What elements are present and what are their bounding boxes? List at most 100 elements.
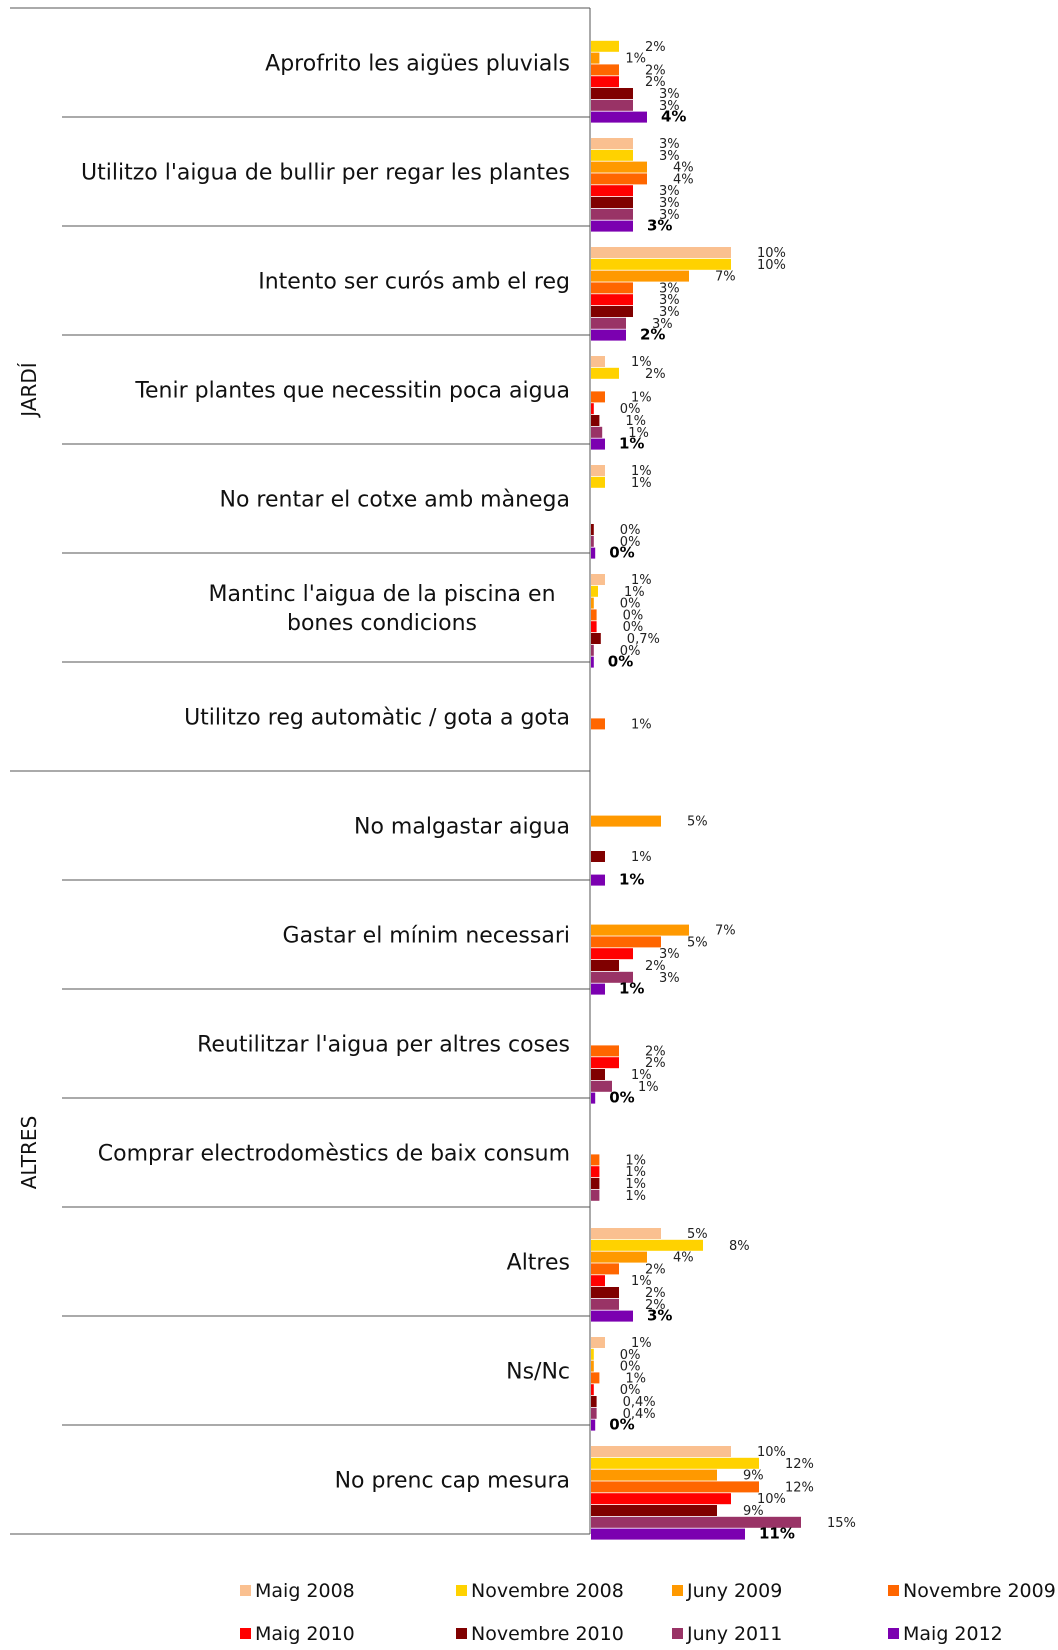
value-label: 9% [743,1504,764,1519]
value-label: 1% [631,390,652,405]
bar [591,1516,801,1528]
value-label: 2% [645,1044,666,1059]
value-label: 1% [631,1336,652,1351]
bar [591,149,633,161]
bar [591,1287,619,1298]
bar [591,173,647,185]
value-label: 1% [631,1274,652,1289]
category-label: Comprar electrodomèstics de baix consum [98,1142,570,1167]
value-label: 0% [620,1348,641,1363]
value-label: 3% [647,1307,672,1325]
value-label: 0,4% [623,1395,656,1410]
legend-swatch [672,1628,683,1639]
value-label: 0% [623,620,644,635]
value-label: 2% [645,1298,666,1313]
group-label: ALTRES [17,1116,41,1190]
value-label: 1% [619,435,644,453]
value-label: 1% [638,1080,659,1095]
category-label: No rentar el cotxe amb mànega [220,488,571,513]
value-label: 1% [625,1153,646,1168]
bar [591,1348,594,1360]
value-label: 0% [620,523,641,538]
category-label: Aprofrito les aigües pluvials [265,52,570,77]
legend-label: Novembre 2009 [903,1580,1056,1602]
value-label: 2% [640,326,665,344]
value-label: 7% [715,270,736,285]
value-label: 1% [625,1189,646,1204]
value-label: 7% [715,924,736,939]
bar [591,851,605,862]
legend-swatch [672,1585,683,1596]
bar [591,621,597,633]
legend-label: Novembre 2010 [471,1623,624,1645]
bar [591,1251,647,1263]
bar [591,64,619,76]
value-label: 4% [661,108,686,126]
category-label: Altres [507,1251,570,1276]
bar [591,1045,619,1057]
value-label: 0% [620,1360,641,1375]
value-label: 8% [729,1239,750,1254]
bar [591,633,601,644]
bar [591,208,633,220]
category-label: Ns/Nc [506,1360,570,1385]
value-label: 1% [619,871,644,889]
category-label: Gastar el mínim necessari [283,924,570,949]
bar [591,547,596,559]
bar [591,1189,600,1201]
value-label: 11% [759,1525,795,1543]
value-label: 0% [609,1416,634,1434]
bar [591,1528,745,1540]
value-label: 1% [631,476,652,491]
bar [591,1092,596,1104]
value-label: 15% [827,1516,856,1531]
bar [591,924,689,936]
legend-swatch [888,1628,899,1639]
legend-item: Juny 2011 [672,1623,782,1645]
value-label: 1% [628,426,649,441]
bar [591,1360,594,1372]
bar [591,1080,612,1092]
value-label: 1% [631,464,652,479]
value-label: 3% [659,196,680,211]
bar [591,52,600,64]
bar [591,438,605,450]
legend-item: Novembre 2010 [456,1623,624,1645]
value-label: 0,7% [627,632,660,647]
value-label: 2% [645,75,666,90]
bar [591,1069,605,1080]
value-label: 2% [645,1056,666,1071]
bar [591,609,597,621]
bar [591,585,598,597]
bar [591,1154,600,1166]
bar [591,718,605,730]
bar [591,99,633,111]
bar [591,1493,731,1505]
bar [591,476,605,488]
value-label: 3% [652,317,673,332]
bar [591,815,661,827]
category-label: Tenir plantes que necessitin poca aigua [134,379,570,404]
legend-swatch [240,1628,251,1639]
bar [591,1372,600,1384]
value-label: 12% [785,1480,814,1495]
value-label: 2% [645,1262,666,1277]
category-label: Mantinc l'aigua de la piscina en [208,582,555,607]
bar [591,1166,600,1178]
legend-swatch [456,1628,467,1639]
value-label: 12% [785,1457,814,1472]
category-label: No malgastar aigua [354,815,570,840]
group-label: JARDÍ [17,362,41,419]
legend-label: Juny 2009 [686,1580,782,1602]
category-label: Reutilitzar l'aigua per altres coses [197,1033,570,1058]
bar [591,960,619,971]
category-label: Intento ser curós amb el reg [258,270,570,295]
bar [591,656,594,668]
value-label: 1% [631,850,652,865]
value-label: 0% [609,1089,634,1107]
value-label: 0% [620,402,641,417]
legend-label: Novembre 2008 [471,1580,624,1602]
bar [591,76,619,88]
legend-item: Maig 2010 [240,1623,355,1645]
